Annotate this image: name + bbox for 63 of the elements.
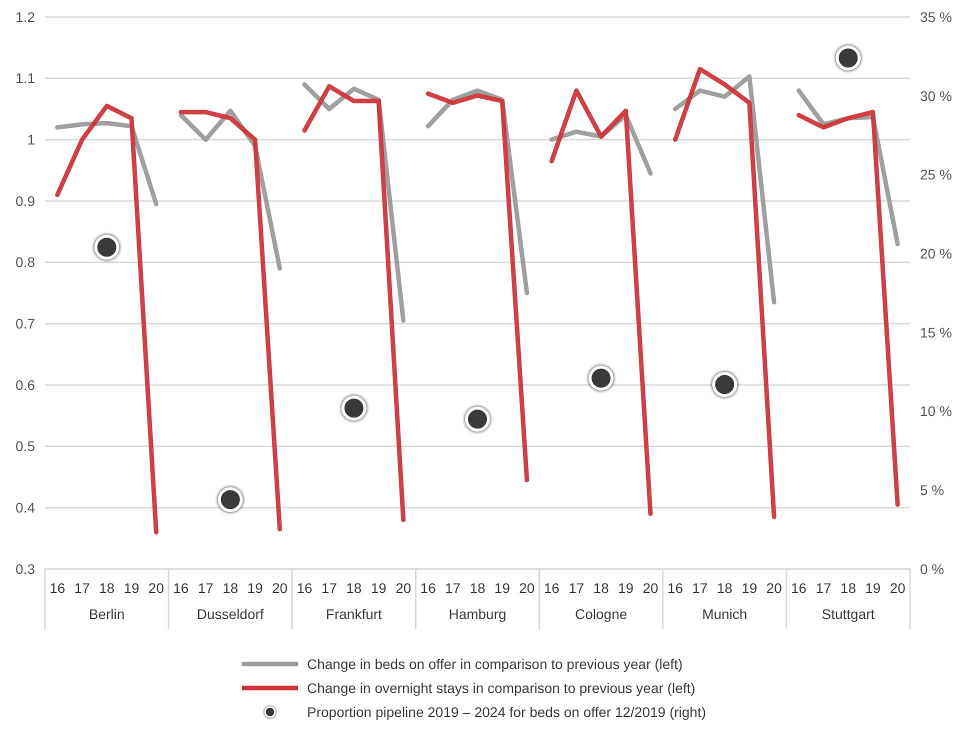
x-tick-label: 18: [716, 580, 733, 596]
x-tick-label: 19: [124, 580, 140, 596]
y-tick-label: 0.3: [16, 560, 36, 577]
x-tick-label: 20: [519, 580, 535, 596]
x-tick-label: 19: [865, 580, 881, 596]
y2-tick-label: 35 %: [920, 8, 952, 25]
x-tick-label: 16: [420, 580, 436, 596]
text: Frankfurt: [326, 606, 382, 622]
y2-tick-label: 5 %: [920, 482, 944, 498]
x-tick-label: 19: [494, 580, 510, 596]
x-tick-label: 17: [816, 580, 832, 596]
x-tick-label: 19: [247, 580, 264, 596]
x-tick-label: 17: [74, 580, 90, 596]
y2-tick-label: 20 %: [920, 245, 952, 262]
x-tick-label: 20: [148, 580, 164, 596]
text: Stuttgart: [822, 606, 875, 622]
x-tick-label: 20: [890, 580, 906, 596]
text: Dusseldorf: [196, 606, 264, 622]
x-tick-label: 18: [470, 580, 486, 596]
y2-tick-label: 25 %: [920, 166, 952, 183]
x-tick-label: 16: [50, 580, 66, 596]
x-tick-label: 17: [198, 580, 214, 596]
text: Munich: [702, 606, 748, 622]
x-tick-label: 16: [790, 580, 807, 596]
x-tick-label: 17: [692, 580, 708, 596]
x-tick-label: 18: [346, 580, 362, 596]
x-tick-label: 20: [396, 580, 412, 596]
x-tick-label: 17: [444, 580, 461, 596]
y-tick-label: 0.7: [16, 316, 36, 332]
x-tick-label: 18: [840, 580, 856, 596]
x-tick-label: 19: [370, 580, 387, 596]
x-tick-label: 20: [642, 580, 658, 596]
y2-tick-label: 15 %: [920, 324, 952, 340]
x-tick-label: 17: [568, 580, 584, 596]
y-tick-label: 0.4: [16, 500, 36, 516]
x-tick-label: 20: [272, 580, 288, 596]
x-tick-label: 18: [98, 580, 115, 596]
text: Berlin: [88, 606, 125, 622]
x-tick-label: 16: [667, 580, 684, 596]
y2-tick-label: 0 %: [920, 560, 944, 577]
x-tick-label: 16: [296, 580, 312, 596]
y-tick-label: 1: [27, 132, 36, 148]
x-tick-label: 19: [618, 580, 634, 596]
x-tick-label: 18: [222, 580, 238, 596]
text: Cologne: [574, 606, 628, 622]
legend-label: Proportion pipeline 2019 – 2024 for beds on offer 12/2019 (right): [307, 704, 706, 720]
y-tick-label: 0.8: [16, 254, 36, 270]
text: Hamburg: [448, 606, 506, 622]
legend-label: Change in overnight stays in comparison to previous year (left): [307, 680, 696, 696]
x-tick-label: 18: [593, 580, 610, 596]
y2-tick-label: 10 %: [920, 403, 952, 420]
x-tick-label: 19: [742, 580, 758, 596]
legend-label: Change in beds on offer in comparison to previous year (left): [307, 656, 683, 672]
y-tick-label: 1.1: [16, 70, 36, 86]
x-tick-label: 20: [766, 580, 782, 596]
y-tick-label: 1.2: [16, 8, 36, 25]
y2-tick-label: 30 %: [920, 88, 952, 104]
y-tick-label: 0.9: [16, 192, 36, 209]
x-tick-label: 17: [321, 580, 338, 596]
x-tick-label: 16: [544, 580, 560, 596]
x-tick-label: 16: [173, 580, 189, 596]
y-tick-label: 0.5: [16, 438, 36, 454]
y-tick-label: 0.6: [16, 376, 36, 393]
